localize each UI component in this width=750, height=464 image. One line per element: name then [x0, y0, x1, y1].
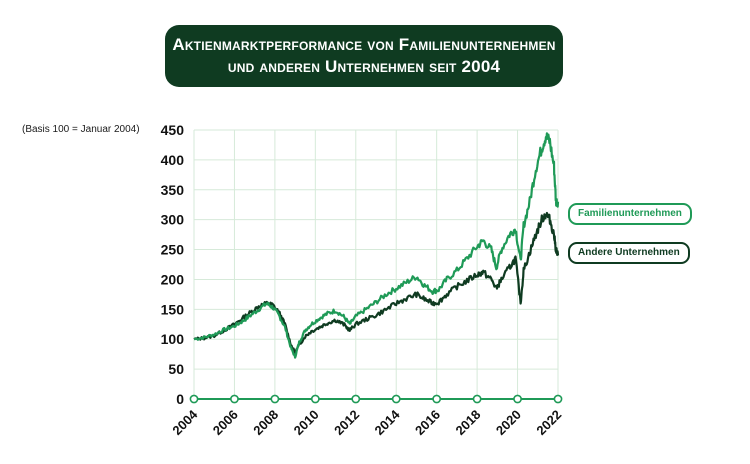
x-tick-marker-2012 — [351, 394, 361, 404]
y-tick-label-50: 50 — [168, 361, 184, 377]
y-axis-labels: 0 50 100 150 200 250 300 350 400 450 — [161, 122, 185, 407]
grid-lines — [193, 129, 559, 399]
x-tick-marker-2006 — [230, 394, 239, 404]
x-tick-marker-2008 — [270, 394, 280, 404]
x-tick-label-2012: 2012 — [331, 407, 362, 438]
x-tick-label-2020: 2020 — [493, 407, 524, 438]
x-tick-marker-2016 — [432, 394, 442, 404]
x-tick-label-2014: 2014 — [372, 406, 404, 438]
series-line-familienunternehmen — [193, 132, 560, 359]
legend-familienunternehmen: Familienunternehmen — [568, 203, 692, 225]
x-tick-label-2010: 2010 — [291, 407, 322, 438]
series-line-andere-unternehmen — [193, 211, 560, 354]
y-tick-label-200: 200 — [161, 271, 185, 287]
x-tick-marker-2014 — [391, 394, 401, 404]
chart-title-box: Aktienmarktperformance von Familienunter… — [165, 25, 563, 87]
y-tick-label-0: 0 — [176, 391, 184, 407]
y-tick-label-150: 150 — [161, 301, 185, 317]
x-tick-marker-2004 — [189, 394, 199, 404]
chart-subtitle: (Basis 100 = Januar 2004) — [22, 124, 140, 135]
chart-title-line-2: und anderen Unternehmen seit 2004 — [227, 57, 501, 76]
y-tick-label-300: 300 — [161, 212, 185, 228]
y-tick-label-100: 100 — [161, 331, 185, 347]
x-tick-label-2008: 2008 — [250, 407, 281, 438]
x-tick-label-2016: 2016 — [412, 407, 443, 438]
x-axis: 2004 2006 2008 2010 2012 2014 2016 2018 2020 2022 — [169, 394, 564, 438]
y-tick-label-250: 250 — [161, 242, 185, 258]
chart-title-line-1: Aktienmarktperformance von Familienunter… — [172, 35, 556, 54]
x-tick-label-2018: 2018 — [452, 407, 483, 438]
series-lines — [193, 132, 560, 359]
x-tick-marker-2020 — [513, 394, 522, 404]
legend-andere-unternehmen: Andere Unternehmen — [568, 242, 690, 264]
x-tick-label-2004: 2004 — [169, 406, 201, 438]
y-tick-label-350: 350 — [161, 182, 185, 198]
x-tick-label-2022: 2022 — [533, 407, 564, 438]
x-tick-marker-2022 — [553, 394, 563, 404]
x-tick-marker-2010 — [310, 394, 320, 404]
y-tick-label-400: 400 — [161, 152, 185, 168]
x-tick-marker-2018 — [472, 394, 482, 404]
y-tick-label-450: 450 — [161, 122, 185, 138]
x-tick-label-2006: 2006 — [210, 407, 241, 438]
